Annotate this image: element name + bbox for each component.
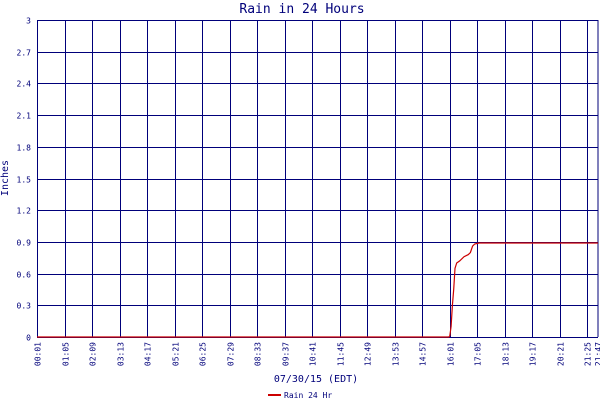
x-tick-label: 08:33 <box>254 342 263 366</box>
x-tick-label: 05:21 <box>172 342 181 366</box>
y-tick-label: 2.4 <box>17 80 32 89</box>
x-tick-label: 09:37 <box>282 342 291 366</box>
x-tick-label: 20:21 <box>557 342 566 366</box>
x-tick-label: 14:57 <box>419 342 428 366</box>
x-tick-label: 13:53 <box>392 342 401 366</box>
y-tick-label: 0.6 <box>17 271 32 280</box>
x-axis-label: 07/30/15 (EDT) <box>274 374 358 385</box>
x-tick-label: 10:41 <box>309 342 318 366</box>
x-tick-label: 18:13 <box>502 342 511 366</box>
x-tick-label: 11:45 <box>337 342 346 366</box>
x-tick-label: 06:25 <box>199 342 208 366</box>
x-tick-label: 21:25 <box>584 342 593 366</box>
y-tick-label: 0 <box>26 334 31 343</box>
x-tick-label: 07:29 <box>227 342 236 366</box>
y-tick-label: 1.5 <box>17 176 32 185</box>
y-tick-labels: 0 0.3 0.6 0.9 1.2 1.5 1.8 2.1 2.4 2.7 3 <box>17 17 32 343</box>
x-tick-label: 19:17 <box>529 342 538 366</box>
x-tick-label: 16:01 <box>447 342 456 366</box>
y-tick-label: 2.1 <box>17 112 32 121</box>
x-tick-label: 02:09 <box>89 342 98 366</box>
x-tick-label: 21:47 <box>594 342 600 366</box>
y-tick-label: 0.9 <box>17 239 32 248</box>
x-tick-label: 01:05 <box>62 342 71 366</box>
y-tick-label: 1.2 <box>17 207 32 216</box>
x-tick-label: 03:13 <box>117 342 126 366</box>
y-tick-label: 0.3 <box>17 302 32 311</box>
legend: Rain 24 Hr <box>268 391 332 400</box>
grid <box>37 20 599 338</box>
series-line-rain-24-hr <box>37 242 598 338</box>
y-tick-label: 2.7 <box>17 49 32 58</box>
y-axis-label: Inches <box>0 160 11 196</box>
x-tick-label: 00:01 <box>34 342 43 366</box>
x-tick-labels: 00:01 01:05 02:09 03:13 04:17 05:21 06:25 07:29… <box>34 342 600 366</box>
chart-title: Rain in 24 Hours <box>239 2 364 17</box>
x-tick-label: 17:05 <box>474 342 483 366</box>
y-tick-label: 1.8 <box>17 144 32 153</box>
x-tick-label: 12:49 <box>364 342 373 366</box>
y-tick-label: 3 <box>26 17 31 26</box>
legend-entry: Rain 24 Hr <box>284 391 332 400</box>
x-tick-label: 04:17 <box>144 342 153 366</box>
